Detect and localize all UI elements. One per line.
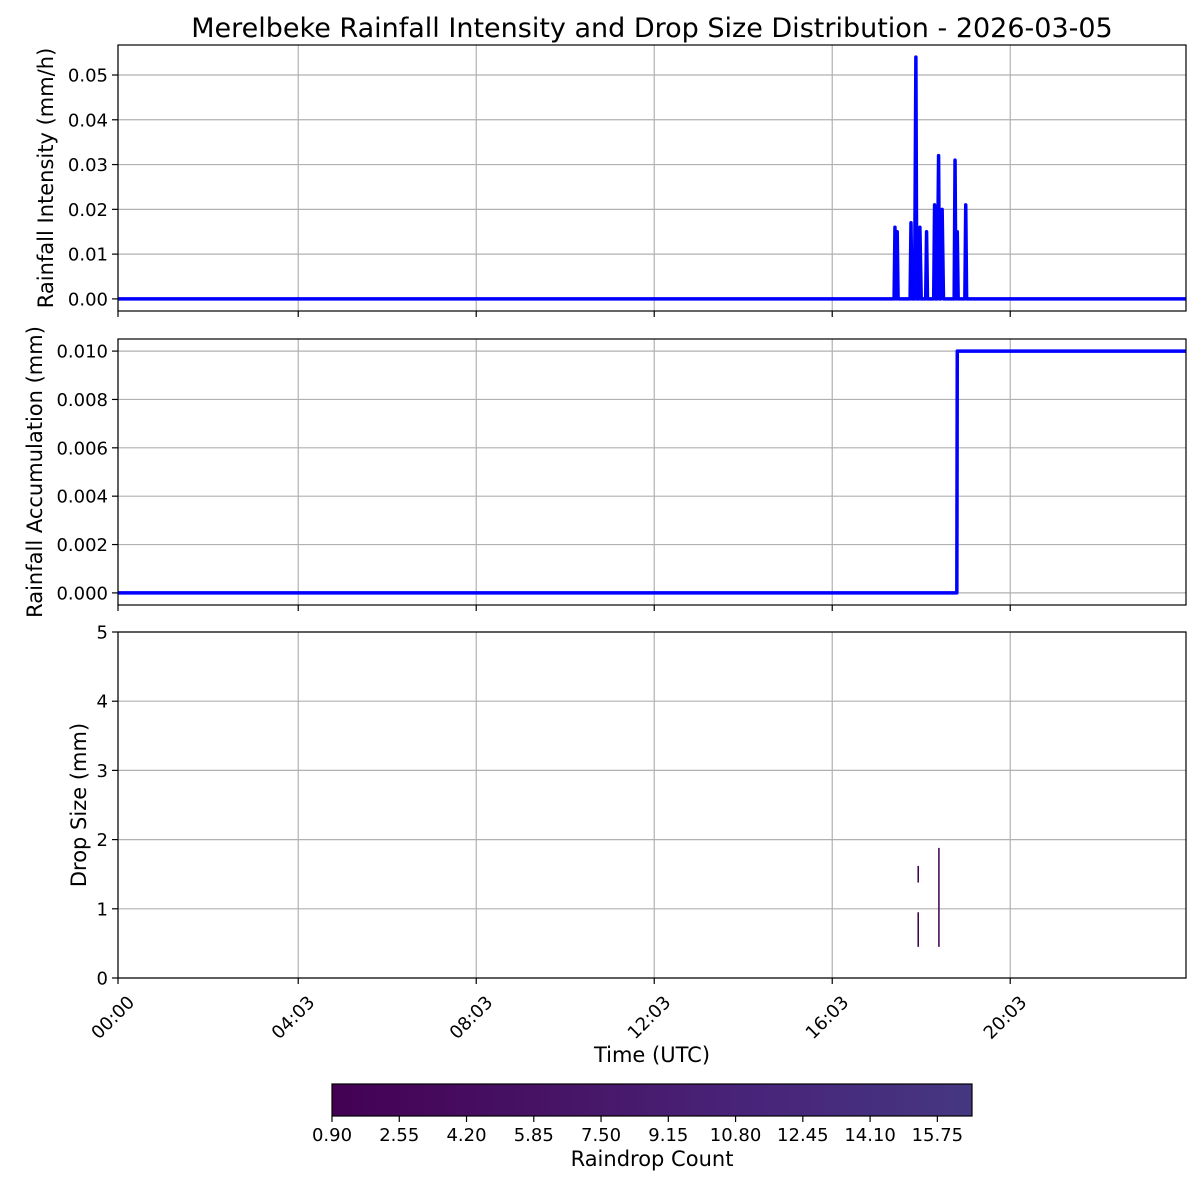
- panel-2: 0.000 0.002 0.004 0.006 0.008 0.010 Rainfall A…: [23, 326, 1187, 618]
- colorbar-tick-label: 15.75: [912, 1125, 964, 1146]
- y-tick-label: 0.04: [68, 110, 108, 131]
- y-tick-label: 0: [97, 969, 108, 990]
- y-tick-label: 0.00: [68, 289, 108, 310]
- colorbar-tick-label: 4.20: [446, 1125, 486, 1146]
- colorbar-label: Raindrop Count: [571, 1147, 734, 1171]
- heatmap-cell: [917, 865, 919, 883]
- colorbar-tick-label: 2.55: [379, 1125, 419, 1146]
- x-tick-label: 08:03: [446, 992, 498, 1044]
- y-tick-label: 0.002: [56, 535, 108, 556]
- y-tick-label: 1: [97, 899, 108, 920]
- x-tick-label: 12:03: [624, 992, 676, 1044]
- y-tick-label: 0.010: [56, 342, 108, 363]
- series-line: [118, 349, 1186, 595]
- panel-3: 0 1 2 3 4 5 00:00 04:03 08:03 12:03 16:03 20:03 Drop…: [67, 623, 1187, 1044]
- colorbar-tick-label: 7.50: [581, 1125, 621, 1146]
- colorbar-tick-label: 9.15: [648, 1125, 688, 1146]
- y-axis-label: Rainfall Accumulation (mm): [23, 326, 47, 618]
- panel-1: 0.00 0.01 0.02 0.03 0.04 0.05 Rainfall Intensi…: [34, 44, 1187, 317]
- colorbar: 0.90 2.55 4.20 5.85 7.50 9.15 10.80 12.45 14.10 1…: [312, 1083, 973, 1171]
- heatmap-cell: [917, 912, 919, 947]
- panels: 0.00 0.01 0.02 0.03 0.04 0.05 Rainfall Intensi…: [23, 44, 1187, 1044]
- x-tick-label: 20:03: [980, 992, 1032, 1044]
- y-tick-label: 0.000: [56, 583, 108, 604]
- y-axis-label: Rainfall Intensity (mm/h): [34, 48, 58, 309]
- chart-title: Merelbeke Rainfall Intensity and Drop Si…: [191, 13, 1112, 44]
- y-axis-label: Drop Size (mm): [67, 723, 91, 887]
- y-tick-label: 3: [97, 761, 108, 782]
- y-tick-label: 0.01: [68, 245, 108, 266]
- x-axis-label: Time (UTC): [593, 1043, 710, 1067]
- y-tick-label: 0.03: [68, 155, 108, 176]
- y-tick-label: 0.006: [56, 438, 108, 459]
- colorbar-tick-label: 12.45: [777, 1125, 829, 1146]
- plot-frame: [117, 44, 1187, 312]
- series-line: [118, 55, 1186, 301]
- colorbar-frame: [331, 1083, 973, 1117]
- x-tick-label: 16:03: [802, 992, 854, 1044]
- colorbar-gradient: [332, 1084, 972, 1116]
- colorbar-tick-label: 0.90: [312, 1125, 352, 1146]
- y-tick-label: 5: [97, 623, 108, 644]
- plot-frame: [117, 338, 1187, 606]
- heatmap-cell: [938, 847, 940, 947]
- y-tick-label: 0.02: [68, 200, 108, 221]
- y-tick-label: 0.05: [68, 66, 108, 87]
- y-tick-label: 4: [97, 692, 108, 713]
- y-tick-label: 2: [97, 830, 108, 851]
- colorbar-tick-label: 14.10: [844, 1125, 896, 1146]
- y-tick-label: 0.008: [56, 390, 108, 411]
- colorbar-tick-label: 10.80: [710, 1125, 762, 1146]
- x-tick-label: 00:00: [87, 992, 139, 1044]
- plot-frame: [117, 631, 1187, 979]
- x-tick-label: 04:03: [268, 992, 320, 1044]
- colorbar-tick-label: 5.85: [514, 1125, 554, 1146]
- y-tick-label: 0.004: [56, 487, 108, 508]
